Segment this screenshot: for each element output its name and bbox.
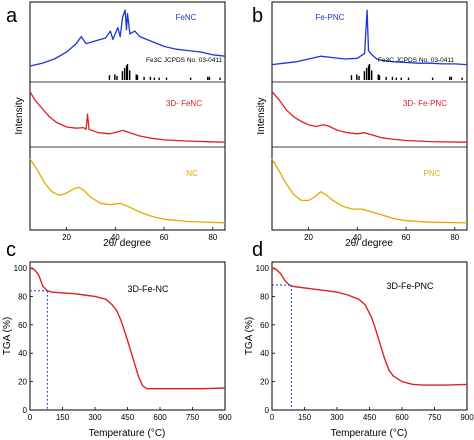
y-tick-label: 40 [18,349,27,358]
y-tick-label: 80 [260,292,269,301]
annotation-label: 3D-Fe-NC [127,284,169,294]
x-tick-label: 150 [298,413,312,422]
xrd-panel-a: 20 40 60 80 FeNC 3D- FeNC NC Fe3C JCPDS No.… [14,1,226,249]
y-tick-label: 80 [18,292,27,301]
y-axis-label: Intensity [256,97,267,134]
x-tick-label: 0 [28,413,33,422]
plot-frame [29,1,226,231]
y-tick-label: 0 [265,406,270,415]
y-axis-label: TGA (%) [244,317,255,355]
series-line-2 [29,158,226,224]
y-tick-label: 60 [18,321,27,330]
x-tick-label: 40 [111,233,120,242]
x-tick-label: 0 [270,413,275,422]
panel-letter-b: b [252,5,263,27]
series-line-0 [271,9,468,66]
reference-label: Fe3C JCPDS No. 03-0411 [378,57,454,64]
y-tick-label: 20 [260,378,269,387]
x-tick-label: 450 [363,413,377,422]
x-tick-label: 20 [62,233,71,242]
series-label-1: 3D- FeNC [166,99,202,108]
y-tick-label: 60 [260,321,269,330]
x-tick-label: 600 [153,413,167,422]
x-tick-label: 20 [304,233,313,242]
x-tick-label: 80 [208,233,217,242]
series-label-0: Fe-PNC [316,13,345,22]
series-line-0 [271,267,468,386]
x-tick-label: 600 [395,413,409,422]
tga-panel-d: 0 150 300 450 600 750 900 0 20 40 60 80 100 3D-Fe-PN… [244,261,474,439]
y-tick-label: 100 [256,264,270,273]
y-tick-label: 40 [260,349,269,358]
x-tick-label: 750 [428,413,442,422]
panel-letter-d: d [252,239,263,261]
x-axis-label: Temperature (°C) [331,428,408,439]
x-axis-label: Temperature (°C) [89,428,166,439]
annotation-label: 3D-Fe-PNC [386,281,434,291]
plot-frame [271,1,468,231]
y-axis-label: TGA (%) [2,317,13,355]
x-tick-label: 300 [330,413,344,422]
x-tick-label: 60 [402,233,411,242]
tga-panel-c: 0 150 300 450 600 750 900 0 20 40 60 80 100 3D-Fe-NC… [2,261,232,439]
series-label-0: FeNC [176,13,197,22]
x-tick-label: 60 [160,233,169,242]
plot-frame [271,261,468,411]
x-tick-label: 40 [353,233,362,242]
x-tick-label: 450 [121,413,135,422]
y-axis-label: Intensity [14,97,25,134]
series-line-1 [29,91,226,143]
xrd-panel-b: 20 40 60 80 Fe-PNC 3D- Fe-PNC PNC Fe3C JCPD… [256,1,468,249]
panel-letter-c: c [6,239,16,261]
y-tick-label: 0 [23,406,28,415]
series-label-2: NC [186,169,198,178]
series-line-0 [29,9,226,67]
x-tick-label: 80 [450,233,459,242]
x-axis-label: 2θ/ degree [345,238,393,249]
reference-label: Fe3C JCPDS No. 03-0411 [146,57,222,64]
panel-letter-a: a [6,5,18,27]
x-tick-label: 900 [218,413,232,422]
series-label-1: 3D- Fe-PNC [403,99,447,108]
series-line-2 [271,158,468,224]
y-tick-label: 100 [14,264,28,273]
x-tick-label: 150 [56,413,70,422]
x-tick-label: 900 [460,413,474,422]
y-tick-label: 20 [18,378,27,387]
x-tick-label: 750 [186,413,200,422]
series-line-1 [271,91,468,143]
x-tick-label: 300 [88,413,102,422]
x-axis-label: 2θ/ degree [103,238,151,249]
series-label-2: PNC [424,169,441,178]
